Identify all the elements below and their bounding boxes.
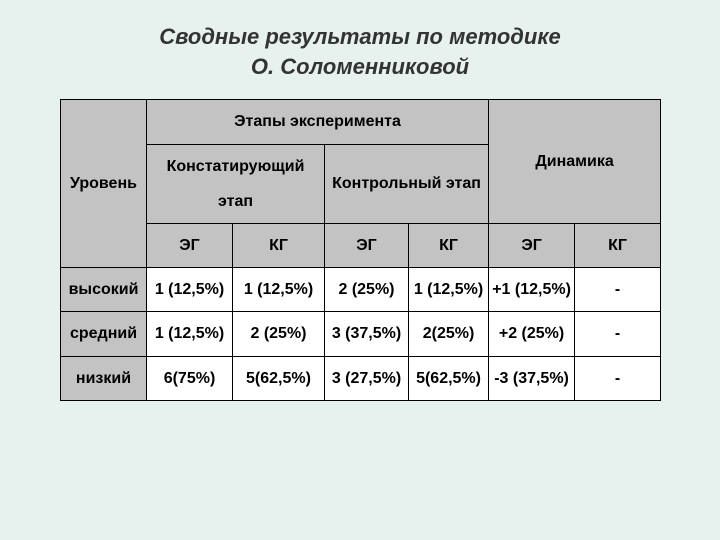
cell: -: [575, 268, 661, 312]
cell: 3 (37,5%): [325, 312, 409, 356]
hdr-eg-2: ЭГ: [325, 223, 409, 267]
hdr-kg-1: КГ: [233, 223, 325, 267]
cell: 1 (12,5%): [147, 312, 233, 356]
header-row-3: ЭГ КГ ЭГ КГ ЭГ КГ: [61, 223, 661, 267]
hdr-stage2: Контрольный этап: [325, 144, 489, 223]
page-title: Сводные результаты по методике О. Соломе…: [0, 22, 720, 81]
cell: 3 (27,5%): [325, 356, 409, 400]
hdr-stage1: Констатирующий этап: [147, 144, 325, 223]
hdr-level: Уровень: [61, 100, 147, 268]
cell: 2 (25%): [233, 312, 325, 356]
hdr-kg-3: КГ: [575, 223, 661, 267]
cell: -: [575, 356, 661, 400]
cell: 1 (12,5%): [147, 268, 233, 312]
slide: Сводные результаты по методике О. Соломе…: [0, 0, 720, 540]
table-row: высокий 1 (12,5%) 1 (12,5%) 2 (25%) 1 (1…: [61, 268, 661, 312]
cell: +2 (25%): [489, 312, 575, 356]
cell: 5(62,5%): [409, 356, 489, 400]
cell: -: [575, 312, 661, 356]
results-table-wrap: Уровень Этапы эксперимента Динамика Конс…: [60, 99, 660, 400]
cell: 1 (12,5%): [233, 268, 325, 312]
cell: 2(25%): [409, 312, 489, 356]
row-label: низкий: [61, 356, 147, 400]
cell: 5(62,5%): [233, 356, 325, 400]
title-line2: О. Соломенниковой: [251, 54, 469, 79]
row-label: высокий: [61, 268, 147, 312]
cell: -3 (37,5%): [489, 356, 575, 400]
hdr-stages: Этапы эксперимента: [147, 100, 489, 144]
row-label: средний: [61, 312, 147, 356]
cell: +1 (12,5%): [489, 268, 575, 312]
table-row: низкий 6(75%) 5(62,5%) 3 (27,5%) 5(62,5%…: [61, 356, 661, 400]
hdr-eg-3: ЭГ: [489, 223, 575, 267]
cell: 1 (12,5%): [409, 268, 489, 312]
title-line1: Сводные результаты по методике: [159, 24, 560, 49]
cell: 6(75%): [147, 356, 233, 400]
hdr-dynamics: Динамика: [489, 100, 661, 224]
header-row-1: Уровень Этапы эксперимента Динамика: [61, 100, 661, 144]
hdr-kg-2: КГ: [409, 223, 489, 267]
cell: 2 (25%): [325, 268, 409, 312]
table-row: средний 1 (12,5%) 2 (25%) 3 (37,5%) 2(25…: [61, 312, 661, 356]
hdr-eg-1: ЭГ: [147, 223, 233, 267]
results-table: Уровень Этапы эксперимента Динамика Конс…: [60, 99, 661, 400]
